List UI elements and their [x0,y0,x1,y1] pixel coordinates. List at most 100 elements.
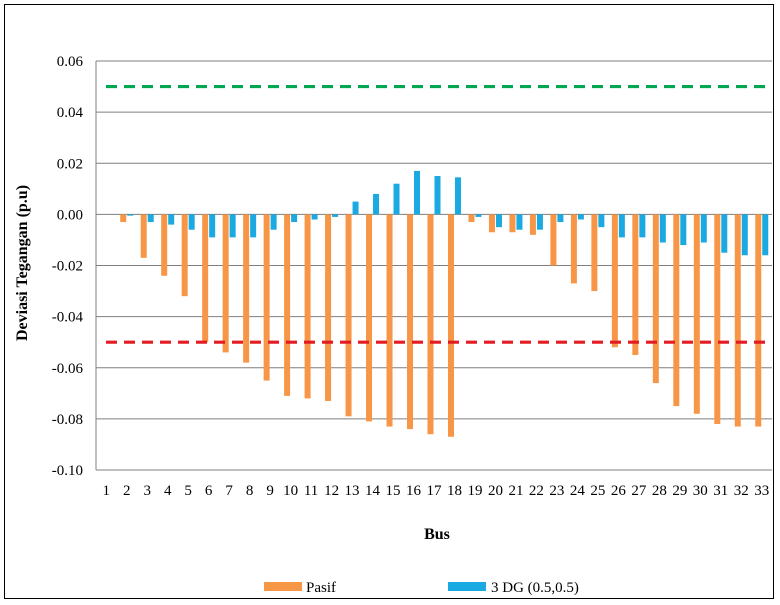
x-tick-label: 26 [611,483,627,499]
x-tick-label: 32 [734,483,749,499]
x-tick-label: 25 [590,483,605,499]
x-tick-label: 12 [324,483,339,499]
bar-3dg [229,214,236,238]
bar-3dg [557,214,564,223]
bar-3dg [127,214,134,216]
x-tick-labels: 1 2 3 4 5 6 7 8 9 10 11 12 13 14 15 16 17 18 19 20 21 22 23 24 2… [102,483,769,499]
legend: Pasif 3 DG (0.5,0.5) [264,580,579,596]
x-tick-label: 28 [652,483,667,499]
legend-label: 3 DG (0.5,0.5) [491,580,579,596]
x-tick-label: 7 [225,483,233,499]
x-tick-label: 30 [693,483,708,499]
bar-pasif [366,214,373,422]
bar-3dg [188,214,195,230]
y-tick-label: 0.06 [57,54,84,70]
bar-pasif [304,214,311,399]
bar-pasif [652,214,659,384]
x-tick-label: 1 [102,483,110,499]
legend-swatch [264,582,302,591]
y-tick-label: -0.10 [52,463,83,479]
bar-3dg [373,193,380,215]
bar-pasif [468,214,475,223]
bar-pasif [161,214,168,276]
x-tick-label: 29 [672,483,687,499]
bar-3dg [762,214,769,256]
bar-pasif [202,214,209,343]
x-tick-label: 11 [304,483,318,499]
bar-3dg [536,214,543,230]
y-tick-label: -0.02 [52,259,83,275]
bar-pasif [714,214,721,424]
x-tick-label: 5 [184,483,192,499]
x-axis-title: Bus [424,526,450,543]
x-tick-label: 21 [508,483,523,499]
y-tick-label: 0.00 [57,207,83,223]
y-axis-title: Deviasi Tegangan (p.u) [14,185,31,341]
x-tick-label: 24 [570,483,586,499]
y-tick-labels: 0.06 0.04 0.02 0.00 -0.02 -0.04 -0.06 -0.08 -0.1… [52,54,84,479]
bar-pasif [693,214,700,414]
x-tick-label: 27 [631,483,647,499]
y-tick-label: -0.04 [52,310,84,326]
x-tick-label: 18 [447,483,462,499]
x-tick-label: 19 [467,483,482,499]
bar-pasif [611,214,618,348]
bar-3dg [332,214,339,217]
bar-pasif [570,214,577,284]
x-tick-label: 8 [246,483,254,499]
x-tick-label: 2 [123,483,131,499]
x-tick-label: 23 [549,483,564,499]
bar-3dg [700,214,707,243]
bar-3dg [577,214,584,220]
bar-pasif [550,214,557,266]
bar-3dg [618,214,625,238]
x-tick-label: 22 [529,483,544,499]
bar-3dg [741,214,748,256]
bar-pasif [120,214,127,223]
bar-3dg [454,177,461,215]
bar-3dg [270,214,277,230]
bar-pasif [222,214,229,353]
bar-3dg [209,214,216,238]
bar-3dg [168,214,175,225]
bar-pasif [284,214,291,396]
legend-swatch [448,582,486,591]
bar-3dg [393,183,400,215]
bar-3dg [147,214,154,223]
bar-pasif [140,214,147,258]
bar-3dg [598,214,605,228]
bar-pasif [632,214,639,355]
reference-lines [106,84,766,344]
gridlines [95,60,772,471]
bar-3dg [291,214,298,223]
x-tick-label: 31 [713,483,728,499]
x-tick-label: 17 [427,483,443,499]
bar-pasif [263,214,270,381]
bar-3dg [311,214,318,220]
bar-3dg [414,170,421,215]
bar-pasif [673,214,680,407]
bar-pasif [407,214,414,430]
y-tick-label: -0.06 [52,361,84,377]
bar-3dg [495,214,502,228]
bar-pasif [325,214,332,401]
x-tick-label: 6 [205,483,213,499]
bar-3dg [659,214,666,243]
bar-pasif [345,214,352,417]
bar-pasif [427,214,434,435]
legend-label: Pasif [306,580,336,596]
y-tick-label: -0.08 [52,412,83,428]
bar-pasif [181,214,188,297]
bar-pasif [386,214,393,427]
bar-pasif [488,214,495,233]
y-tick-label: 0.04 [57,105,84,121]
bar-pasif [529,214,536,235]
x-tick-label: 9 [266,483,274,499]
x-tick-label: 10 [283,483,298,499]
x-tick-label: 13 [345,483,360,499]
bar-pasif [591,214,598,292]
x-tick-label: 16 [406,483,422,499]
y-tick-label: 0.02 [57,156,83,172]
bar-3dg [721,214,728,253]
